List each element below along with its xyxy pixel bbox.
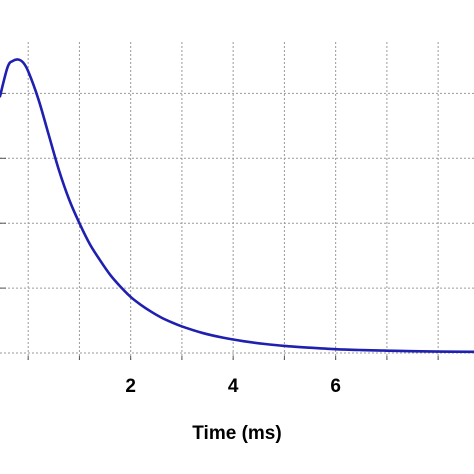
x-tick-label-1: 4 — [228, 376, 239, 397]
tick-layer — [0, 92, 439, 360]
x-tick-label-0: 2 — [125, 376, 136, 397]
x-axis-title: Time (ms) — [192, 423, 281, 444]
grid-layer — [0, 42, 474, 360]
series-line-0 — [0, 58, 474, 354]
series-layer — [0, 58, 474, 354]
label-layer: 2 4 6 — [125, 376, 341, 397]
x-tick-label-2: 6 — [330, 376, 341, 397]
